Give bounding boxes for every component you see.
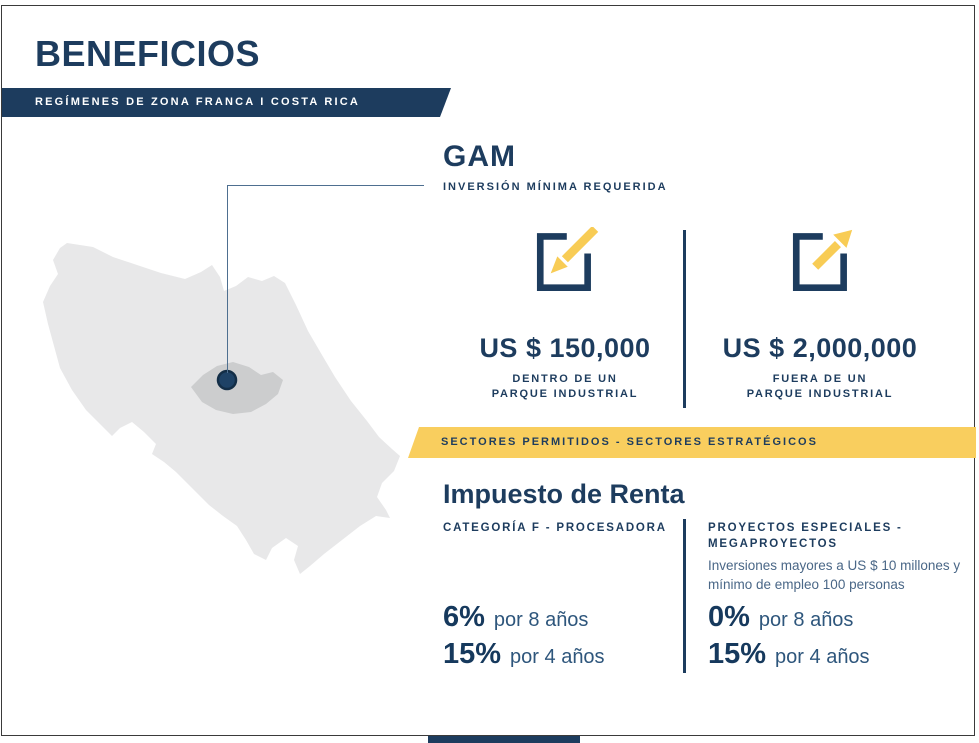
subtitle-banner-label: REGÍMENES DE ZONA FRANCA I COSTA RICA xyxy=(35,96,361,108)
income-tax-title: Impuesto de Renta xyxy=(443,479,685,509)
rate-value: 15% xyxy=(443,638,502,670)
rate-period: por 8 años xyxy=(758,609,854,631)
caption-inside-park: DENTRO DE UN PARQUE INDUSTRIAL xyxy=(445,372,685,402)
rate-categoria-f-2: 15% por 4 años xyxy=(443,638,605,671)
megaprojects-note-line2: mínimo de empleo 100 personas xyxy=(708,577,905,592)
footer-accent-bar xyxy=(428,736,580,743)
megaprojects-note: Inversiones mayores a US $ 10 millones y… xyxy=(708,556,968,594)
page-title: BENEFICIOS xyxy=(35,33,261,74)
rate-proyectos-1: 0% por 8 años xyxy=(708,601,853,634)
arrow-into-square-icon xyxy=(536,227,599,291)
tax-column-header-proyectos-line2: MEGAPROYECTOS xyxy=(708,538,838,550)
costa-rica-map xyxy=(43,243,400,574)
tax-column-header-proyectos-line1: PROYECTOS ESPECIALES - xyxy=(708,522,903,534)
investment-amount-inside-park: US $ 150,000 xyxy=(479,333,651,363)
investment-amount-outside-park: US $ 2,000,000 xyxy=(722,333,918,363)
tax-column-header-proyectos: PROYECTOS ESPECIALES - MEGAPROYECTOS xyxy=(708,520,903,552)
sectors-banner-label: SECTORES PERMITIDOS - SECTORES ESTRATÉGI… xyxy=(441,436,818,448)
options-divider xyxy=(683,230,686,408)
gam-connector-line xyxy=(227,185,424,373)
tax-columns-divider xyxy=(683,519,686,673)
rate-categoria-f-1: 6% por 8 años xyxy=(443,601,588,634)
caption-outside-park-line1: FUERA DE UN xyxy=(772,373,868,385)
caption-inside-park-line2: PARQUE INDUSTRIAL xyxy=(491,388,639,400)
rate-value: 0% xyxy=(708,601,750,633)
rate-value: 6% xyxy=(443,601,485,633)
rate-period: por 4 años xyxy=(510,646,605,668)
tax-column-header-categoria-f: CATEGORÍA F - PROCESADORA xyxy=(443,520,667,536)
rate-value: 15% xyxy=(708,638,767,670)
gam-marker-dot xyxy=(216,369,238,391)
rate-period: por 8 años xyxy=(493,609,589,631)
arrow-out-of-square-icon xyxy=(792,229,853,291)
sectors-banner: SECTORES PERMITIDOS - SECTORES ESTRATÉGI… xyxy=(408,427,976,458)
rate-proyectos-2: 15% por 4 años xyxy=(708,638,870,671)
rate-period: por 4 años xyxy=(775,646,870,668)
caption-outside-park-line2: PARQUE INDUSTRIAL xyxy=(746,388,894,400)
caption-inside-park-line1: DENTRO DE UN xyxy=(512,373,618,385)
gam-region xyxy=(191,362,283,414)
tax-column-header-categoria-f-line1: CATEGORÍA F - PROCESADORA xyxy=(443,522,667,534)
gam-subtitle: INVERSIÓN MÍNIMA REQUERIDA xyxy=(443,181,668,193)
caption-outside-park: FUERA DE UN PARQUE INDUSTRIAL xyxy=(695,372,945,402)
subtitle-banner: REGÍMENES DE ZONA FRANCA I COSTA RICA xyxy=(2,88,451,117)
gam-title: GAM xyxy=(443,140,516,173)
megaprojects-note-line1: Inversiones mayores a US $ 10 millones y xyxy=(708,558,961,573)
